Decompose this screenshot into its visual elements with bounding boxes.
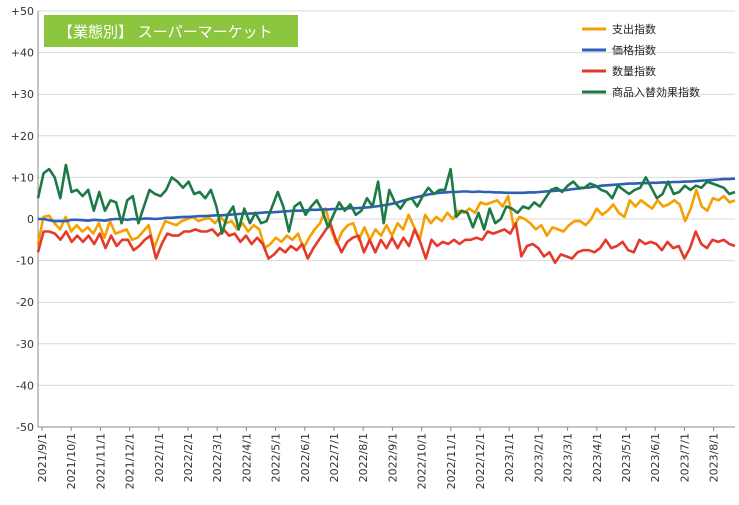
x-axis-ticks: 2021/9/1 2021/10/1 2021/11/1 2021/12/1 2022/…	[36, 427, 721, 489]
y-tick-label: -20	[16, 296, 34, 309]
y-tick-label: -10	[16, 255, 34, 268]
y-tick-label: +20	[11, 130, 34, 143]
x-tick-label: 2022/10/1	[416, 433, 429, 489]
chart-title-text: 【業態別】 スーパーマーケット	[58, 23, 273, 41]
x-tick-label: 2022/8/1	[357, 433, 370, 482]
y-tick-label: +40	[11, 47, 34, 60]
x-tick-label: 2023/8/1	[708, 433, 721, 482]
chart-title-box	[44, 15, 298, 47]
x-tick-label: 2022/11/1	[445, 433, 458, 489]
x-tick-label: 2023/1/1	[503, 433, 516, 482]
x-tick-label: 2023/5/1	[620, 433, 633, 482]
x-tick-label: 2021/12/1	[124, 433, 137, 489]
y-tick-label: -30	[16, 338, 34, 351]
grid	[38, 10, 735, 386]
x-tick-label: 2022/12/1	[474, 433, 487, 489]
x-tick-label: 2023/7/1	[678, 433, 691, 482]
x-tick-label: 2022/5/1	[270, 433, 283, 482]
x-tick-label: 2022/9/1	[386, 433, 399, 482]
y-tick-label: 0	[27, 213, 34, 226]
legend-label-2: 数量指数	[612, 64, 656, 78]
y-tick-label: +10	[11, 171, 34, 184]
x-tick-label: 2022/4/1	[240, 433, 253, 482]
series-line-3	[36, 163, 736, 235]
y-tick-label: +50	[11, 5, 34, 18]
series-lines	[36, 163, 736, 265]
y-tick-label: +30	[11, 88, 34, 101]
x-tick-label: 2021/9/1	[36, 433, 49, 482]
legend-label-3: 商品入替効果指数	[612, 85, 700, 99]
x-tick-label: 2022/2/1	[182, 433, 195, 482]
chart-title: 【業態別】 スーパーマーケット	[44, 15, 298, 47]
x-tick-label: 2023/3/1	[562, 433, 575, 482]
x-tick-label: 2023/2/1	[532, 433, 545, 482]
x-tick-label: 2021/11/1	[94, 433, 107, 489]
x-tick-label: 2022/3/1	[211, 433, 224, 482]
y-axis-ticks: +50 +40 +30 +20 +10 0 -10 -20 -30 -40 -50	[11, 5, 34, 434]
x-tick-label: 2022/1/1	[153, 433, 166, 482]
x-tick-label: 2023/4/1	[591, 433, 604, 482]
x-tick-label: 2022/6/1	[299, 433, 312, 482]
series-line-2	[36, 221, 736, 265]
x-tick-label: 2021/10/1	[65, 433, 78, 489]
y-tick-label: -40	[16, 379, 34, 392]
x-tick-label: 2022/7/1	[328, 433, 341, 482]
legend-label-1: 価格指数	[612, 43, 656, 57]
legend-label-0: 支出指数	[612, 22, 656, 36]
x-tick-label: 2023/6/1	[649, 433, 662, 482]
y-tick-label: -50	[16, 421, 34, 434]
